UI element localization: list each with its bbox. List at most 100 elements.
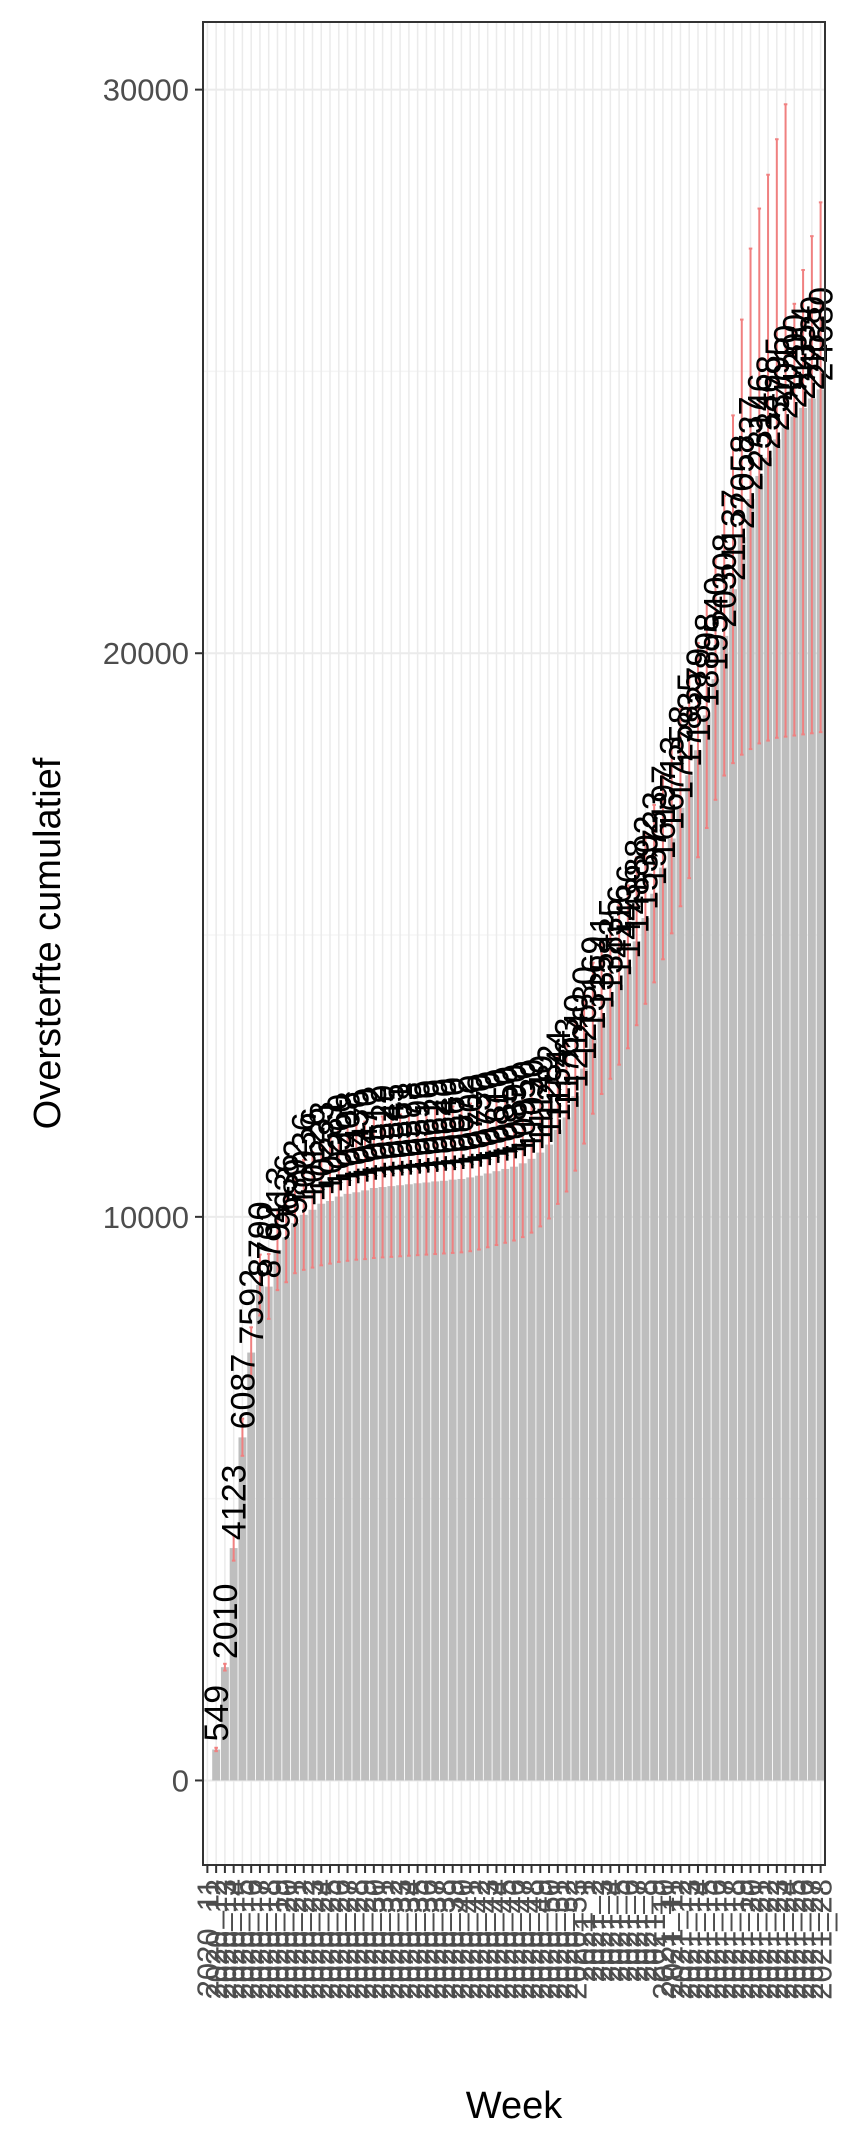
y-tick-label: 0 — [172, 1763, 189, 1798]
bar-value-label: 24354 — [785, 305, 823, 400]
bar-value-label: 9636 — [268, 1154, 306, 1230]
bar-value-label: 10126 — [295, 1107, 333, 1202]
error-bar — [599, 939, 604, 1095]
x-tick-label: 2020_26 — [322, 1879, 357, 2000]
error-bar — [722, 494, 727, 777]
x-tick-label: 2020_18 — [252, 1879, 287, 2000]
x-tick-label: 2020_33 — [383, 1879, 418, 2000]
bar-labels: 5492010412360877592879087629413963698921… — [198, 287, 840, 1742]
error-bar — [617, 904, 621, 1066]
bar-value-label: 10890 — [496, 1064, 534, 1159]
bar-value-label: 10672 — [443, 1076, 481, 1171]
bar — [597, 1017, 606, 1781]
error-bar — [433, 1107, 437, 1256]
bar — [729, 589, 737, 1781]
bar — [790, 416, 799, 1781]
bar — [378, 1187, 387, 1781]
bar — [702, 715, 711, 1781]
bar — [615, 984, 624, 1781]
bar-value-label: 13541 — [584, 915, 622, 1010]
bar-value-label: 11544 — [540, 1030, 578, 1122]
error-bar — [266, 1253, 271, 1320]
bar — [694, 750, 702, 1781]
bar — [475, 1175, 483, 1781]
bar — [641, 918, 650, 1781]
error-bar — [231, 1534, 236, 1562]
x-tick-label: 2020_14 — [217, 1879, 252, 2000]
error-bar — [634, 856, 639, 1027]
bar-value-label: 549 — [198, 1685, 236, 1742]
x-tick-label: 2020_35 — [401, 1879, 436, 2000]
bar-value-label: 13835 — [592, 898, 630, 993]
error-bar — [477, 1100, 481, 1251]
bar-value-label: 23468 — [750, 355, 788, 450]
x-tick-label: 2021_13 — [672, 1879, 707, 2000]
bar-value-label: 24010 — [768, 325, 806, 420]
bar-value-label: 10629 — [417, 1079, 455, 1174]
x-tick-label: 2020_49 — [523, 1879, 558, 2000]
x-tick-label: 2020_34 — [392, 1879, 427, 2000]
x-tick-label: 2021_3 — [585, 1879, 620, 1982]
error-bar — [582, 992, 586, 1145]
error-bar — [573, 1020, 578, 1172]
error-bar — [564, 1042, 569, 1193]
bar-value-label: 11030 — [514, 1059, 552, 1151]
bar-value-label: 11282 — [531, 1045, 569, 1137]
error-bar — [328, 1137, 332, 1265]
bar-value-label: 15733 — [636, 791, 674, 886]
bar-value-label: 20308 — [706, 533, 744, 628]
bar-value-label: 4123 — [216, 1464, 254, 1540]
x-tick-label: 2021_4 — [593, 1879, 628, 1982]
error-bar — [319, 1140, 324, 1267]
bar — [764, 457, 772, 1781]
bar-value-label: 10640 — [426, 1078, 464, 1173]
x-tick-label: 2020_28 — [339, 1879, 374, 2000]
error-bar — [713, 557, 718, 801]
x-tick-label: 2020_24 — [304, 1879, 339, 2000]
bar — [676, 807, 685, 1781]
bar — [658, 867, 667, 1781]
x-tick-label: 2020_17 — [243, 1879, 278, 2000]
bar-value-label: 22737 — [733, 396, 771, 491]
error-bar — [468, 1102, 472, 1253]
bar-value-label: 10281 — [312, 1098, 350, 1193]
x-tick-label: 2020_30 — [357, 1879, 392, 2000]
bars — [212, 389, 825, 1781]
bar-value-label: 13169 — [575, 936, 613, 1031]
bar — [422, 1182, 431, 1781]
bar — [536, 1152, 545, 1781]
bar-value-label: 10036 — [286, 1112, 324, 1207]
bar-value-label: 12140 — [557, 994, 595, 1089]
bar — [492, 1171, 501, 1781]
bar-value-label: 9892 — [277, 1139, 315, 1215]
bar — [291, 1222, 299, 1781]
error-bar — [748, 247, 753, 751]
bar-value-label: 15302 — [627, 815, 665, 910]
bar-value-label: 10470 — [347, 1088, 385, 1183]
bar-value-label: 8762 — [251, 1203, 289, 1279]
error-bar — [398, 1113, 402, 1258]
bar-value-label: 10545 — [373, 1084, 411, 1179]
bar-value-label: 10512 — [356, 1085, 394, 1180]
bar-value-label: 6087 — [224, 1354, 262, 1430]
x-tick-label: 2020_50 — [532, 1879, 567, 2000]
bar-value-label: 10360 — [321, 1094, 359, 1189]
bar-value-label: 14116 — [601, 885, 639, 977]
bar — [238, 1437, 247, 1781]
x-tick-label: 2020_46 — [497, 1879, 532, 2000]
bar-value-label: 19540 — [697, 577, 735, 672]
x-tick-label: 2020_40 — [444, 1879, 479, 2000]
bar — [623, 966, 632, 1781]
bar — [772, 439, 781, 1781]
bar-value-label: 17835 — [671, 673, 709, 768]
x-tick-label: 2021_12 — [663, 1879, 698, 2000]
bar-value-label: 10730 — [461, 1073, 499, 1168]
bar — [343, 1193, 352, 1781]
bar-value-label: 10561 — [382, 1083, 420, 1178]
x-tick-label: 2020_37 — [418, 1879, 453, 2000]
error-bar — [275, 1208, 280, 1292]
bar-value-label: 10578 — [391, 1082, 429, 1177]
bar-value-label: 12630 — [566, 966, 604, 1061]
bar — [457, 1178, 466, 1781]
